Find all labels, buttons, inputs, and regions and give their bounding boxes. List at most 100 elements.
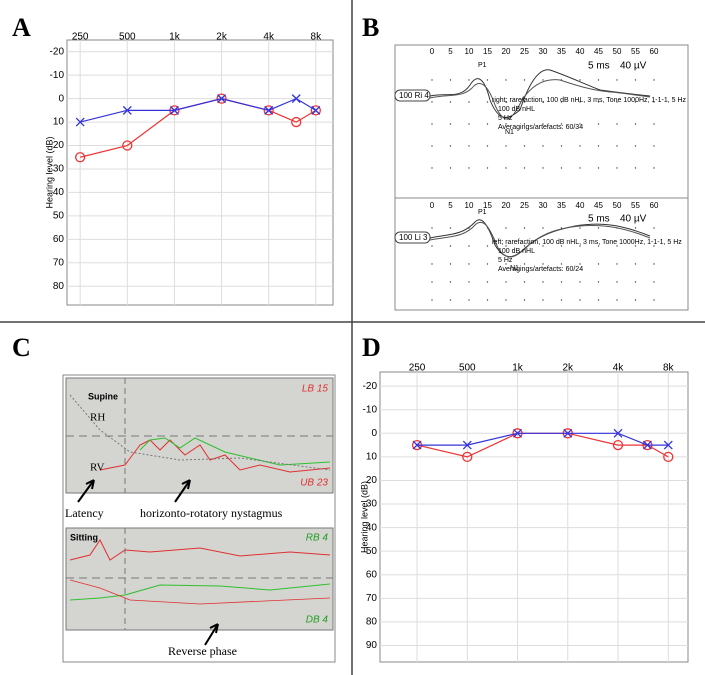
y-tick-label: 10 — [366, 452, 378, 463]
grid-dot — [431, 263, 433, 265]
marker — [462, 451, 473, 463]
y-tick-label: 60 — [53, 234, 65, 245]
time-tick-label: 10 — [465, 201, 474, 210]
grid-dot — [523, 123, 526, 125]
abr-panel: 0055101015152020252530303535404045455050… — [394, 44, 689, 311]
grid-dot — [542, 263, 544, 265]
annotation: Latency — [65, 506, 104, 520]
grid-dot — [579, 101, 581, 103]
grid-dot — [616, 79, 618, 81]
grid-dot — [449, 281, 452, 283]
grid-dot — [542, 101, 544, 103]
grid-dot — [486, 167, 489, 169]
time-tick-label: 35 — [557, 201, 566, 210]
time-axis: 0055101015152020252530303535404045455050… — [430, 47, 659, 301]
grid-dot — [634, 245, 637, 247]
x-tick-label: 1k — [169, 32, 181, 43]
grid-dot — [449, 227, 452, 229]
y-tick-label: 20 — [366, 475, 378, 486]
grid-dot — [597, 227, 600, 229]
trace-tag: 100 Ri 4 — [399, 91, 429, 100]
grid-dot — [431, 123, 433, 125]
scale: 40 µV — [620, 214, 647, 225]
grid-dot — [579, 227, 581, 229]
time-tick-label: 20 — [502, 47, 511, 56]
y-tick-label: -20 — [363, 381, 378, 392]
grid-dot — [542, 227, 544, 229]
x-tick-label: 2k — [563, 363, 575, 374]
grid-dot — [560, 245, 563, 247]
waveform — [429, 79, 651, 120]
info-line: 5 Hz — [498, 115, 513, 122]
time-tick-label: 60 — [650, 47, 659, 56]
marker — [462, 440, 472, 450]
grid-dot — [523, 281, 526, 283]
grid-dot — [449, 167, 452, 169]
grid-dot — [634, 145, 637, 147]
grid-dot — [597, 299, 600, 301]
grid-dot — [523, 79, 526, 81]
y-tick-label: 90 — [366, 640, 378, 651]
grid-dot — [597, 123, 600, 125]
y-axis-title: Hearing level (dB) — [359, 481, 369, 553]
plot-area — [66, 39, 334, 306]
y-tick-label: 80 — [53, 281, 65, 292]
grid-dot — [542, 281, 544, 283]
time-tick-label: 25 — [520, 201, 529, 210]
arrow — [204, 623, 219, 646]
grid-dot — [597, 167, 600, 169]
waveform — [429, 69, 651, 118]
scale: 5 ms — [588, 61, 610, 72]
grid-dot — [634, 299, 637, 301]
grid-dot — [653, 263, 655, 265]
annotation: Reverse phase — [168, 644, 237, 658]
frame — [394, 44, 689, 311]
y-tick-label: 40 — [366, 522, 378, 533]
waveform — [429, 219, 651, 258]
grid-dot — [579, 245, 581, 247]
grid-dot — [486, 281, 489, 283]
grid-dot — [616, 263, 618, 265]
time-tick-label: 30 — [539, 201, 548, 210]
marker — [513, 428, 522, 438]
grid-dot — [523, 263, 526, 265]
grid-dot — [505, 123, 507, 125]
grid-dot — [468, 101, 470, 103]
trace — [139, 437, 331, 466]
peak-label: N1 — [505, 129, 514, 136]
x-tick-label: 4k — [613, 363, 625, 374]
grid-dot — [505, 299, 507, 301]
time-tick-label: 0 — [430, 47, 435, 56]
grid-dot — [468, 263, 470, 265]
label: Supine — [88, 391, 118, 401]
info-line: 100 dB nHL — [498, 106, 535, 113]
marker — [169, 105, 179, 115]
time-tick-label: 25 — [520, 47, 529, 56]
y-tick-label: 40 — [53, 187, 65, 198]
marker — [122, 105, 132, 115]
grid-dot — [431, 79, 433, 81]
marker — [663, 451, 674, 463]
arrow — [77, 479, 95, 503]
y-tick-label: 10 — [53, 117, 65, 128]
grid-dot — [579, 263, 581, 265]
grid-dot — [560, 145, 563, 147]
grid-dot — [653, 245, 655, 247]
time-tick-label: 20 — [502, 201, 511, 210]
grid-dot — [505, 101, 507, 103]
grid-dot — [653, 79, 655, 81]
panel-letter: C — [12, 333, 31, 362]
info-line: left; rarefaction, 100 dB nHL, 3 ms, Ton… — [492, 239, 682, 246]
grid-dot — [505, 245, 507, 247]
grid-dot — [560, 101, 563, 103]
info-line: Averagings/artefacts: 60/24 — [498, 266, 583, 273]
y-tick-label: 70 — [53, 257, 65, 268]
grid-dot — [431, 145, 433, 147]
grid-dot — [449, 101, 452, 103]
grid-dot — [431, 101, 433, 103]
grid-dot — [486, 101, 489, 103]
y-tick-label: 80 — [366, 617, 378, 628]
grid-dot — [616, 299, 618, 301]
marker — [663, 440, 673, 450]
